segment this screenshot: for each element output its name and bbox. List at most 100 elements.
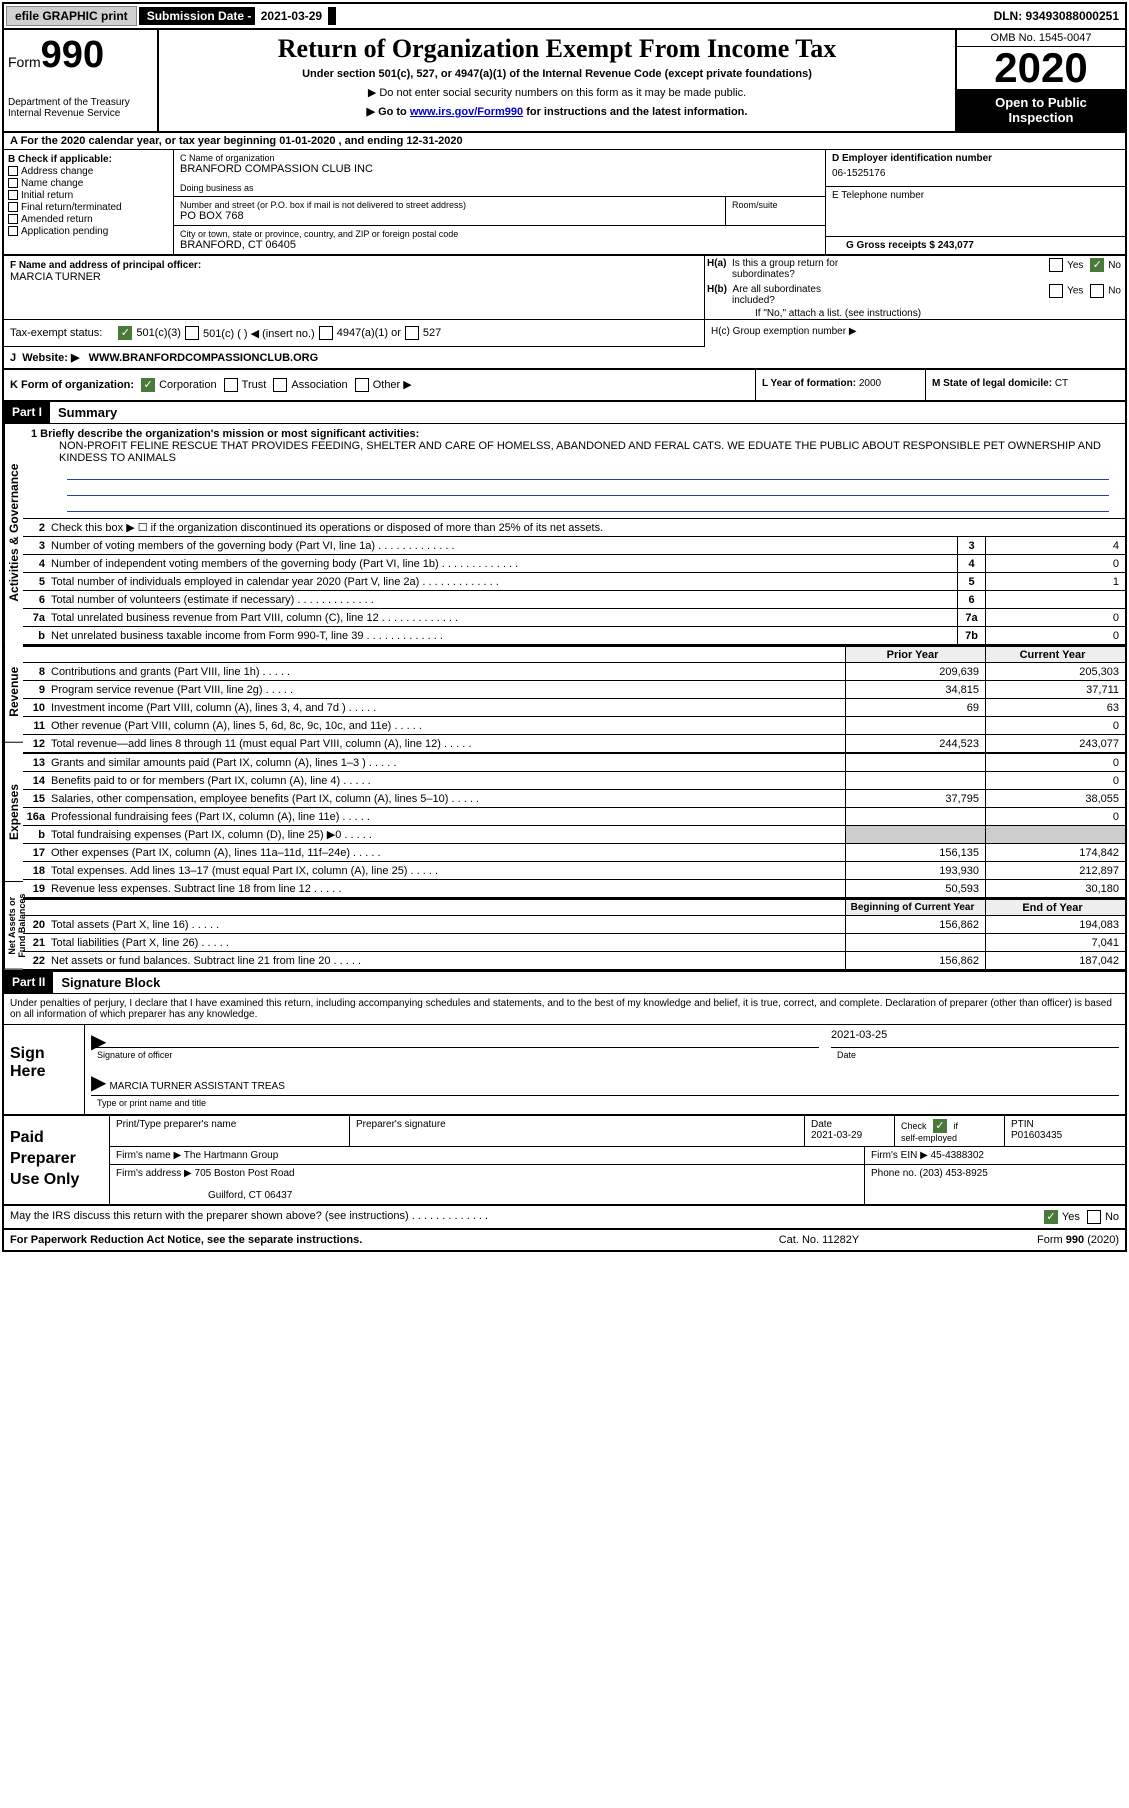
ptin-value: P01603435 (1011, 1130, 1062, 1141)
ein-cell: D Employer identification number 06-1525… (826, 150, 1125, 187)
chk-501c3[interactable]: ✓ (118, 326, 132, 340)
form-number: 990 (41, 34, 104, 76)
form990-link[interactable]: www.irs.gov/Form990 (410, 106, 523, 118)
summary-line: 6Total number of volunteers (estimate if… (23, 591, 1125, 609)
submission-date-label: Submission Date - 2021-03-29 (139, 7, 336, 25)
subtitle-1: Under section 501(c), 527, or 4947(a)(1)… (169, 68, 945, 80)
k-label: K Form of organization: (10, 379, 134, 391)
firm-name-row: Firm's name ▶ The Hartmann Group Firm's … (110, 1147, 1125, 1165)
sign-arrow-icon: ▶ (91, 1072, 106, 1094)
chk-final-return[interactable]: Final return/terminated (8, 202, 169, 213)
chk-other[interactable] (355, 378, 369, 392)
box-h: H(a) Is this a group return for subordin… (705, 256, 1125, 319)
summary-line: bNet unrelated business taxable income f… (23, 627, 1125, 645)
year-column: OMB No. 1545-0047 2020 Open to Public In… (955, 30, 1125, 131)
prior-year-hdr: Prior Year (845, 647, 985, 662)
sign-date: 2021-03-25 (831, 1029, 1119, 1047)
gross-label: G Gross receipts $ 243,077 (846, 240, 974, 251)
paid-preparer-block: Paid Preparer Use Only Print/Type prepar… (4, 1116, 1125, 1206)
blank-line (67, 482, 1109, 496)
l-value: 2000 (859, 378, 881, 389)
street-value: PO BOX 768 (180, 210, 719, 222)
summary-line: 13Grants and similar amounts paid (Part … (23, 754, 1125, 772)
m-value: CT (1055, 378, 1068, 389)
summary-body: 1 Briefly describe the organization's mi… (23, 424, 1125, 970)
firm-addr1: 705 Boston Post Road (195, 1168, 295, 1179)
efile-button[interactable]: efile GRAPHIC print (6, 6, 137, 26)
city-label: City or town, state or province, country… (180, 229, 819, 239)
chk-app-pending[interactable]: Application pending (8, 226, 169, 237)
chk-trust[interactable] (224, 378, 238, 392)
summary-line: 4Number of independent voting members of… (23, 555, 1125, 573)
opt-527: 527 (423, 327, 441, 339)
org-name-label: C Name of organization (180, 153, 819, 163)
ha-yes-no[interactable]: Yes ✓No (1041, 256, 1125, 282)
opt-501c3: 501(c)(3) (136, 327, 181, 339)
opt-501c: 501(c) ( ) ◀ (insert no.) (203, 327, 315, 340)
dept-treasury: Department of the Treasury Internal Reve… (8, 97, 153, 119)
ptin-label: PTIN (1011, 1119, 1034, 1130)
chk-527[interactable] (405, 326, 419, 340)
officer-name: MARCIA TURNER (10, 271, 698, 283)
room-cell: Room/suite (725, 197, 825, 226)
title-column: Return of Organization Exempt From Incom… (159, 30, 955, 131)
opt-corp: Corporation (159, 379, 216, 391)
part2-title: Signature Block (53, 972, 168, 993)
sign-here-label: Sign Here (4, 1025, 84, 1114)
current-year-hdr: Current Year (985, 647, 1125, 662)
discuss-yes-no[interactable]: ✓Yes No (1040, 1210, 1119, 1224)
part1-title: Summary (50, 402, 125, 423)
prep-date: 2021-03-29 (811, 1130, 862, 1141)
chk-corp[interactable]: ✓ (141, 378, 155, 392)
part2-label: Part II (4, 972, 53, 993)
right-column: D Employer identification number 06-1525… (825, 150, 1125, 254)
summary-line: 8Contributions and grants (Part VIII, li… (23, 663, 1125, 681)
firm-addr2: Guilford, CT 06437 (116, 1190, 292, 1201)
phone-cell: E Telephone number (826, 187, 1125, 237)
firm-name-label: Firm's name ▶ (116, 1150, 181, 1161)
mission-block: 1 Briefly describe the organization's mi… (23, 424, 1125, 519)
officer-label: F Name and address of principal officer: (10, 260, 698, 271)
sign-here-block: Sign Here ▶ Signature of officer 2021-03… (4, 1025, 1125, 1116)
chk-amended[interactable]: Amended return (8, 214, 169, 225)
box-f: F Name and address of principal officer:… (4, 256, 705, 319)
sub3-pre: ▶ Go to (367, 106, 410, 118)
footer: For Paperwork Reduction Act Notice, see … (4, 1230, 1125, 1250)
box-k: K Form of organization: ✓ Corporation Tru… (4, 370, 755, 400)
chk-address-change[interactable]: Address change (8, 166, 169, 177)
subtitle-2: ▶ Do not enter social security numbers o… (169, 86, 945, 99)
firm-ein-label: Firm's EIN ▶ (871, 1150, 928, 1161)
officer-printed-name: MARCIA TURNER ASSISTANT TREAS (109, 1081, 284, 1092)
chk-4947[interactable] (319, 326, 333, 340)
part1-label: Part I (4, 402, 50, 423)
chk-501c[interactable] (185, 326, 199, 340)
chk-self-employed[interactable]: ✓ (933, 1119, 947, 1133)
tax-exempt-row: Tax-exempt status: ✓ 501(c)(3) 501(c) ( )… (4, 320, 705, 347)
gross-receipts: G Gross receipts $ 243,077 (826, 237, 1125, 254)
opt-trust: Trust (242, 379, 267, 391)
mission-text: NON-PROFIT FELINE RESCUE THAT PROVIDES F… (59, 440, 1117, 464)
subtitle-3: ▶ Go to www.irs.gov/Form990 for instruct… (169, 105, 945, 118)
chk-assoc[interactable] (273, 378, 287, 392)
firm-ein: 45-4388302 (931, 1150, 984, 1161)
paid-preparer-label: Paid Preparer Use Only (4, 1116, 109, 1204)
chk-initial-return[interactable]: Initial return (8, 190, 169, 201)
h-c: H(c) Group exemption number ▶ (705, 320, 1125, 347)
taxex-label: Tax-exempt status: (10, 327, 102, 339)
chk-name-change[interactable]: Name change (8, 178, 169, 189)
entity-grid: B Check if applicable: Address change Na… (4, 150, 1125, 256)
org-name: BRANFORD COMPASSION CLUB INC (180, 163, 819, 175)
website-row: J Website: ▶ WWW.BRANFORDCOMPASSIONCLUB.… (4, 347, 1125, 370)
hb-yes-no[interactable]: Yes No (1041, 282, 1125, 308)
summary-line: 19Revenue less expenses. Subtract line 1… (23, 880, 1125, 898)
summary-line: 17Other expenses (Part IX, column (A), l… (23, 844, 1125, 862)
dba-label: Doing business as (180, 183, 819, 193)
officer-h-row: F Name and address of principal officer:… (4, 256, 1125, 320)
summary-line: 16aProfessional fundraising fees (Part I… (23, 808, 1125, 826)
taxex-hc-row: Tax-exempt status: ✓ 501(c)(3) 501(c) ( )… (4, 320, 1125, 347)
j-label: J (10, 352, 16, 364)
footer-catno: Cat. No. 11282Y (719, 1234, 919, 1246)
line2-text: Check this box ▶ ☐ if the organization d… (51, 519, 1125, 536)
vtab-governance: Activities & Governance (4, 424, 23, 642)
firm-addr-label: Firm's address ▶ (116, 1168, 192, 1179)
